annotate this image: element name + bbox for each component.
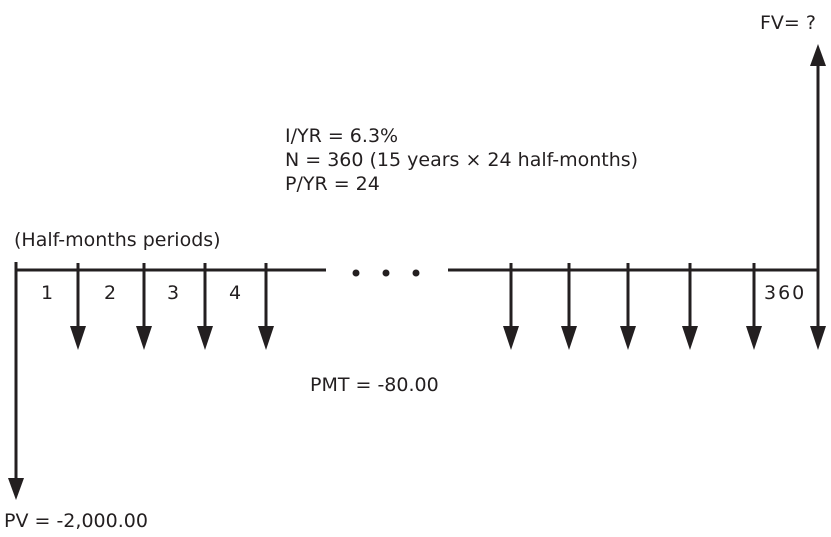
periods-label: N = 360 (15 years × 24 half-months) xyxy=(285,149,639,171)
period-number: 3 xyxy=(167,282,180,304)
period-number-last: 360 xyxy=(764,282,807,304)
parameters-block: I/YR = 6.3% N = 360 (15 years × 24 half-… xyxy=(285,124,638,196)
period-unit-label: (Half-months periods) xyxy=(14,229,221,251)
pmt-arrowhead-icon xyxy=(503,326,519,350)
pmt-arrowhead-icon xyxy=(70,326,86,350)
period-number: 1 xyxy=(41,282,54,304)
pmt-arrowhead-icon xyxy=(682,326,698,350)
pmt-arrowhead-icon xyxy=(620,326,636,350)
fv-arrowhead-icon xyxy=(810,44,826,66)
pmt-arrowhead-icon xyxy=(746,326,762,350)
interest-rate-label: I/YR = 6.3% xyxy=(285,125,399,147)
pmt-arrowhead-icon xyxy=(561,326,577,350)
ellipsis-dot-icon xyxy=(412,269,420,277)
period-number: 2 xyxy=(104,282,117,304)
ellipsis-dot-icon xyxy=(382,269,390,277)
fv-label: FV= ? xyxy=(760,12,816,34)
pmt-arrowhead-icon xyxy=(136,326,152,350)
pmt-arrowhead-icon xyxy=(810,326,826,350)
pv-arrowhead-icon xyxy=(8,478,24,500)
pv-label: PV = -2,000.00 xyxy=(4,510,148,532)
pmt-label: PMT = -80.00 xyxy=(310,374,439,396)
ellipsis-dot-icon xyxy=(352,269,360,277)
pmt-arrowhead-icon xyxy=(197,326,213,350)
pmt-arrowhead-icon xyxy=(258,326,274,350)
payments-per-year-label: P/YR = 24 xyxy=(285,173,380,195)
period-number: 4 xyxy=(229,282,242,304)
